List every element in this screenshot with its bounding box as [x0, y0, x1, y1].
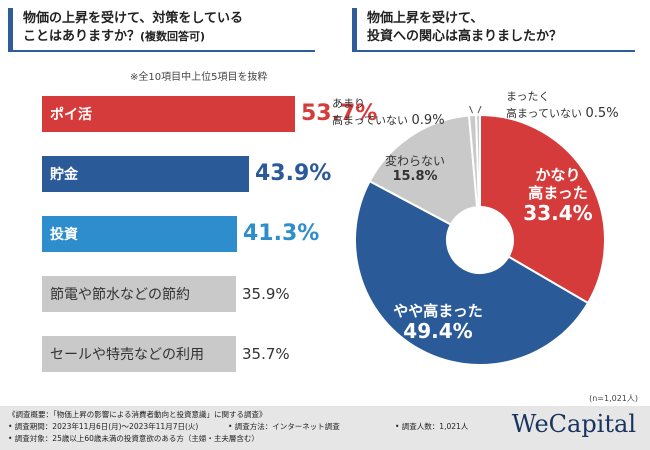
- bar-value-label-1: 43.9%: [255, 161, 332, 186]
- leader-line-4: [477, 105, 482, 114]
- bar-0: ポイ活: [42, 96, 295, 132]
- bar-2: 投資: [42, 216, 237, 252]
- footer-method: • 調査方法：インターネット調査: [228, 422, 340, 431]
- footer-target: • 調査対象：25歳以上60歳未満の投資意欲のある方（主婦・主夫層含む）: [8, 434, 259, 443]
- pie-chart-title-line1: 物価上昇を受けて、: [367, 11, 484, 26]
- pie-chart-title-line2: 投資への関心は高まりましたか？: [367, 29, 563, 44]
- bar-value-label-3: 35.9%: [242, 285, 290, 303]
- bar-chart-title-line2: ことはありますか？: [23, 29, 141, 44]
- pie-label-4: まったく高まっていない 0.5%: [506, 90, 619, 121]
- bar-chart-note: ※全10項目中上位5項目を抜粋: [130, 72, 268, 83]
- pie-slice-1: [354, 179, 590, 366]
- footer-count: • 調査人数：1,021人: [395, 422, 469, 431]
- pie-chart: かなり高まった 33.4% やや高まった 49.4% 変わらない 15.8% あまり高まって…: [332, 90, 619, 366]
- bar-chart-title-line1: 物価の上昇を受けて、対策をしている: [23, 11, 243, 26]
- bar-value-label-2: 41.3%: [243, 221, 320, 246]
- pie-slice-2: [368, 114, 479, 226]
- pie-label-0: かなり高まった 33.4%: [523, 166, 592, 225]
- bar-1: 貯金: [42, 156, 249, 192]
- survey-footer: 《調査概要：「物価上昇の影響による消費者動向と投資意識」に関する調査》 • 調査…: [0, 406, 650, 450]
- bar-4: セールや特売などの利用: [42, 336, 236, 372]
- pie-label-2: 変わらない 15.8%: [385, 153, 445, 184]
- bar-3: 節電や節水などの節約: [42, 276, 236, 312]
- bar-value-label-4: 35.7%: [242, 345, 290, 363]
- wecapital-logo: WeCapital: [511, 410, 636, 438]
- pie-slice-0: [479, 113, 606, 305]
- leader-line-3: [469, 105, 474, 114]
- sample-size-note: (n=1,021人): [589, 394, 638, 403]
- pie-label-1: やや高まった 49.4%: [393, 302, 482, 343]
- pie-slice-4: [475, 113, 481, 209]
- pie-chart-title: 物価上昇を受けて、 投資への関心は高まりましたか？: [352, 8, 635, 52]
- bar-chart-title-suffix: (複数回答可): [140, 30, 206, 43]
- bar-value-label-0: 53.7%: [301, 101, 378, 126]
- bar-chart-title: 物価の上昇を受けて、対策をしている ことはありますか？(複数回答可): [8, 8, 315, 52]
- footer-line1: 《調査概要：「物価上昇の影響による消費者動向と投資意識」に関する調査》: [8, 410, 267, 419]
- footer-period: • 調査期間：2023年11月6日(月)～2023年11月7日(火): [8, 422, 199, 431]
- pie-label-3: あまり高まっていない 0.9%: [332, 97, 445, 128]
